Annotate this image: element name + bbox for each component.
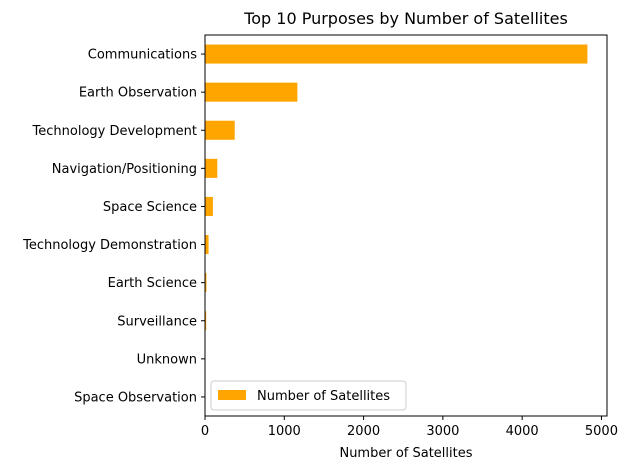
x-tick-label: 0 xyxy=(201,424,209,439)
y-tick-label: Navigation/Positioning xyxy=(52,162,197,177)
bar xyxy=(205,159,217,178)
axes-layer: Communications Earth Observation Technolog… xyxy=(22,35,618,439)
chart-title: Top 10 Purposes by Number of Satellites xyxy=(243,9,568,28)
legend-swatch xyxy=(218,390,246,400)
y-tick-label: Space Science xyxy=(103,200,197,215)
x-tick-label: 2000 xyxy=(347,424,380,439)
legend-label: Number of Satellites xyxy=(257,389,390,404)
y-tick-label: Technology Demonstration xyxy=(22,238,197,253)
x-axis-label: Number of Satellites xyxy=(339,446,472,461)
bar xyxy=(205,235,209,254)
y-tick-label: Space Observation xyxy=(74,390,197,405)
bars-layer xyxy=(205,45,587,407)
x-tick-label: 3000 xyxy=(426,424,459,439)
y-tick-label: Earth Observation xyxy=(79,86,197,101)
y-tick-label: Surveillance xyxy=(117,314,197,329)
bar xyxy=(205,197,213,216)
bar xyxy=(205,121,235,140)
x-tick-label: 5000 xyxy=(585,424,618,439)
x-tick-label: 1000 xyxy=(268,424,301,439)
bar xyxy=(205,45,587,64)
legend: Number of Satellites xyxy=(211,381,406,410)
y-tick-label: Earth Science xyxy=(108,276,197,291)
y-tick-label: Communications xyxy=(88,48,197,63)
y-tick-label: Technology Development xyxy=(32,124,197,139)
y-tick-label: Unknown xyxy=(137,352,197,367)
x-tick-label: 4000 xyxy=(506,424,539,439)
bar xyxy=(205,83,297,102)
